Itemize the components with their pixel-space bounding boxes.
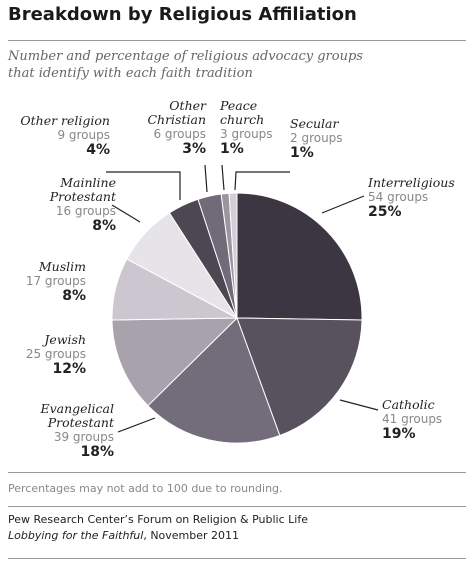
category-label: Catholic xyxy=(382,397,435,412)
group-count: 39 groups xyxy=(53,430,114,444)
leader-line xyxy=(106,171,181,200)
value-label: 25% xyxy=(368,204,402,220)
source-line: Lobbying for the Faithful, November 2011 xyxy=(8,529,239,542)
rule xyxy=(8,506,466,507)
title: Breakdown by Religious Affiliation xyxy=(8,4,357,25)
group-count: 2 groups xyxy=(290,131,343,145)
slice xyxy=(147,317,281,444)
slice-label: Jewish 25 groups 12% xyxy=(26,333,86,378)
slice-label: Muslim 17 groups 8% xyxy=(26,260,86,305)
leaders xyxy=(106,164,379,433)
subtitle: Number and percentage of religious advoc… xyxy=(8,49,363,81)
value-label: 4% xyxy=(86,142,110,158)
value-label: 19% xyxy=(382,426,416,442)
leader-line xyxy=(111,204,141,223)
leader-line xyxy=(117,417,156,433)
leader-line xyxy=(234,171,290,191)
value-label: 12% xyxy=(52,361,86,377)
value-label: 8% xyxy=(92,218,116,234)
leader-line xyxy=(321,195,365,214)
source: Pew Research Center’s Forum on Religion … xyxy=(8,513,308,526)
leader-line xyxy=(339,399,379,411)
group-count: 9 groups xyxy=(57,128,110,142)
category-label: Muslim xyxy=(38,259,86,274)
category-label: Jewish xyxy=(44,332,86,347)
slice-label: Mainline Protestant 16 groups 8% xyxy=(50,176,116,235)
leader-line xyxy=(221,164,225,191)
value-label: 1% xyxy=(220,141,244,157)
slice-label: Secular 2 groups 1% xyxy=(290,117,343,162)
value-label: 3% xyxy=(182,141,206,157)
group-count: 6 groups xyxy=(153,127,206,141)
slice-label: Evangelical Protestant 39 groups 18% xyxy=(40,402,114,461)
rule xyxy=(8,472,466,473)
category-label: Mainline Protestant xyxy=(49,175,116,204)
group-count: 54 groups xyxy=(368,190,429,204)
slice-label: Catholic 41 groups 19% xyxy=(382,398,442,443)
slice xyxy=(111,317,239,407)
category-label: Interreligious xyxy=(368,175,455,190)
slice xyxy=(236,192,363,321)
note: Percentages may not add to 100 due to ro… xyxy=(8,482,283,495)
slice xyxy=(236,317,363,437)
category-label: Other religion xyxy=(20,113,110,128)
value-label: 18% xyxy=(80,444,114,460)
group-count: 41 groups xyxy=(382,412,443,426)
rule xyxy=(8,558,466,559)
category-label: Other Christian xyxy=(147,98,206,127)
group-count: 3 groups xyxy=(220,127,273,141)
slice-label: Other Christian 6 groups 3% xyxy=(147,99,206,158)
category-label: Secular xyxy=(290,116,339,131)
slice-label: Interreligious 54 groups 25% xyxy=(368,176,455,221)
slice-label: Other religion 9 groups 4% xyxy=(20,114,110,159)
source-date: , November 2011 xyxy=(143,529,240,542)
rule xyxy=(8,40,466,41)
leader-line xyxy=(204,164,208,193)
slice-label: Peace church 3 groups 1% xyxy=(220,99,273,158)
value-label: 1% xyxy=(290,145,314,161)
category-label: Peace church xyxy=(220,98,265,127)
group-count: 17 groups xyxy=(25,274,86,288)
group-count: 25 groups xyxy=(25,347,86,361)
group-count: 16 groups xyxy=(55,204,116,218)
category-label: Evangelical Protestant xyxy=(40,401,114,430)
slices xyxy=(111,192,363,444)
publication: Lobbying for the Faithful xyxy=(8,529,144,542)
slice xyxy=(228,192,238,319)
value-label: 8% xyxy=(62,288,86,304)
